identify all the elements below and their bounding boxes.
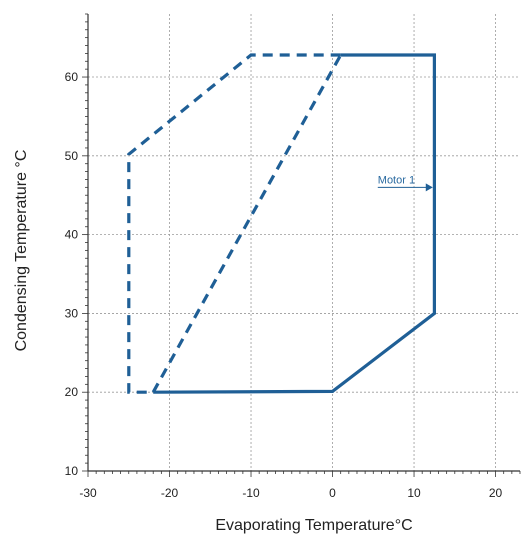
annotation-label: Motor 1 [378, 174, 415, 186]
y-axis-title: Condensing Temperature °C [13, 150, 30, 352]
y-tick-label: 40 [65, 228, 79, 242]
series-layer [127, 53, 436, 394]
y-tick-label: 50 [65, 149, 79, 163]
y-tick-label: 20 [65, 385, 79, 399]
envelope-series-2 [127, 53, 341, 394]
x-tick-label: 0 [329, 486, 336, 500]
x-tick-labels: -30 -20 -10 0 10 20 [79, 486, 502, 500]
annotations: Motor 1 [377, 174, 433, 192]
x-tick-label: -30 [79, 486, 97, 500]
y-tick-label: 10 [65, 464, 79, 478]
axes [87, 14, 520, 472]
y-tick-label: 30 [65, 306, 79, 320]
x-tick-label: 10 [407, 486, 421, 500]
annotation-arrowhead [425, 183, 433, 192]
envelope-series-1 [153, 53, 436, 394]
grid-lines [88, 14, 520, 471]
y-tick-labels: 10 20 30 40 50 60 [65, 70, 79, 478]
x-tick-label: -20 [161, 486, 179, 500]
x-axis-title: Evaporating Temperature°C [215, 517, 412, 534]
x-tick-label: 20 [489, 486, 503, 500]
minor-ticks [82, 13, 521, 477]
y-tick-label: 60 [65, 70, 79, 84]
x-tick-label: -10 [242, 486, 260, 500]
envelope-series-3 [151, 54, 343, 393]
